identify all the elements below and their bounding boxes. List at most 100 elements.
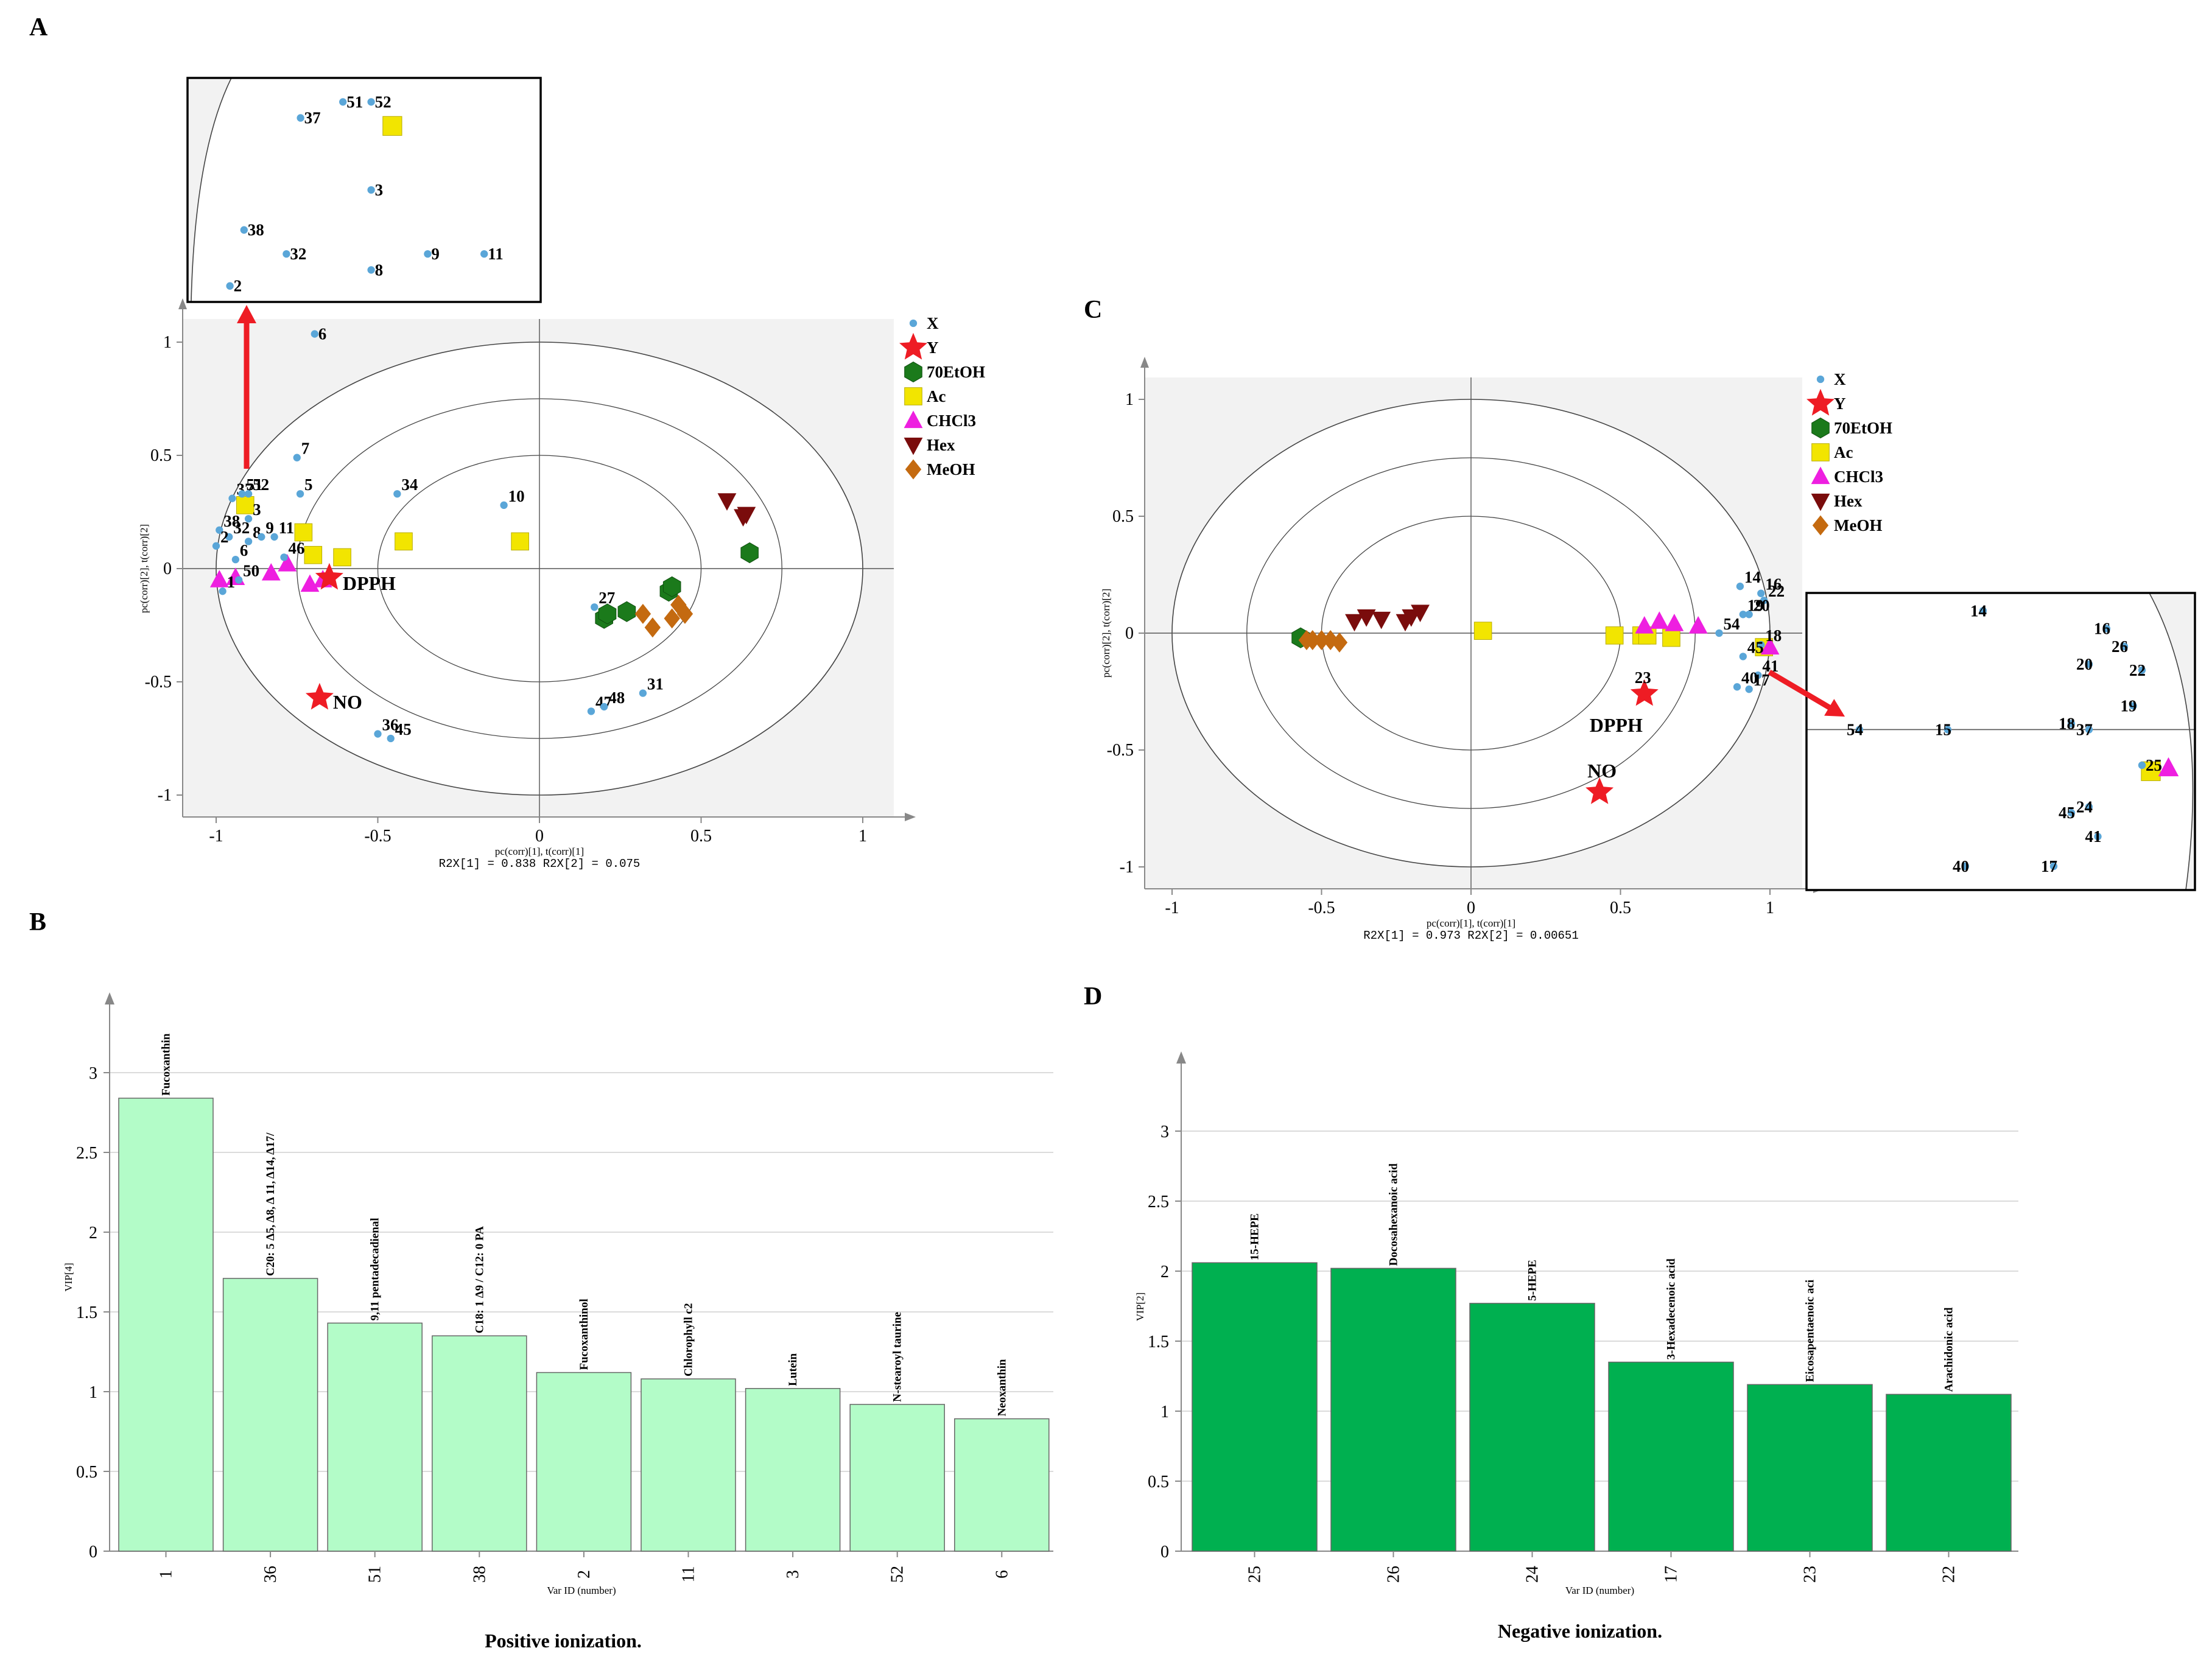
variable-point	[258, 533, 265, 541]
y-tick-label: 0.5	[1112, 507, 1134, 526]
x-tick-label: -1	[209, 827, 223, 846]
inset-variable-label: 19	[2121, 696, 2137, 715]
inset-variable-label: 11	[488, 245, 504, 263]
inset-variable-label: 52	[375, 93, 391, 111]
bar-annotation: 3-Hexadecenoic acid	[1665, 1258, 1678, 1360]
inset-variable-point	[2067, 720, 2076, 727]
inset-variable-label: 37	[2076, 720, 2093, 738]
x-tick-label: 1	[157, 1570, 176, 1579]
legend-marker-chcl3	[1811, 466, 1830, 485]
variable-label: 9	[265, 519, 274, 537]
inset-variable-label: 16	[2094, 620, 2110, 638]
group-chcl3-marker	[1665, 614, 1684, 631]
legend-label-70etoh: 70EtOH	[1834, 419, 1892, 437]
y-tick-label: 2	[1160, 1263, 1169, 1281]
x-tick-label: 3	[784, 1570, 802, 1579]
inset-ellipse-edge	[2149, 593, 2195, 890]
inset-variable-point	[2138, 761, 2146, 769]
legend-marker-y	[899, 332, 927, 360]
y-axis-title: pc(corr)[2], t(corr)[2]	[1100, 589, 1112, 678]
variable-label: 5	[304, 475, 313, 494]
variable-point	[244, 515, 253, 523]
variable-label: 16	[1765, 575, 1782, 594]
x-tick-label: 38	[470, 1566, 489, 1583]
group-meoh-marker	[1313, 630, 1330, 651]
variable-label: 18	[1765, 626, 1782, 645]
zoom-arrow-head	[237, 305, 256, 323]
group-ac-marker	[2141, 761, 2161, 781]
bar	[1192, 1262, 1318, 1552]
y-tick-label: 1.5	[76, 1303, 97, 1322]
inset-variable-label: 18	[2059, 715, 2075, 733]
legend-marker-hex	[1811, 493, 1830, 511]
group-hex-marker	[1345, 614, 1364, 632]
bar-annotation: 15-HEPE	[1249, 1213, 1262, 1260]
group-70etoh-marker	[598, 603, 617, 625]
x-tick-label: 1	[1766, 899, 1774, 917]
group-meoh-marker	[1322, 630, 1339, 651]
variable-point	[1745, 611, 1753, 619]
group-hex-marker	[737, 507, 756, 525]
bar	[432, 1335, 527, 1552]
y-tick-label: 2.5	[1148, 1193, 1169, 1211]
inset-variable-label: 15	[1935, 720, 1951, 738]
legend-label-y: Y	[927, 338, 939, 357]
inset-variable-label: 51	[346, 93, 363, 111]
inset-variable-point	[2120, 642, 2129, 650]
group-meoh-marker	[670, 595, 687, 615]
legend-marker-meoh	[905, 459, 922, 480]
bar-annotation: 9,11 pentadecadienal	[369, 1218, 382, 1320]
x-axis-title: Var ID (number)	[1565, 1585, 1634, 1596]
x-tick-label: 2	[575, 1570, 594, 1579]
bar-annotation: N-stearoyl taurine	[891, 1312, 904, 1402]
legend-label-x: X	[927, 314, 939, 332]
inset-variable-point	[2085, 726, 2093, 734]
y-axis-title: VIP[4]	[63, 1263, 74, 1291]
y-tick-label: 1	[89, 1383, 97, 1402]
inset-content	[188, 78, 541, 302]
legend-label-hex: Hex	[1834, 492, 1863, 510]
y-axis-title: pc(corr)[2], t(corr)[2]	[138, 524, 150, 613]
group-meoh-marker	[1304, 630, 1321, 651]
variable-label: 7	[301, 440, 310, 458]
variable-point	[216, 526, 223, 534]
inset-variable-point	[339, 98, 347, 106]
inset-variable-label: 26	[2112, 637, 2128, 656]
y-tick-label: 1.5	[1148, 1333, 1169, 1351]
variable-point	[225, 533, 233, 541]
variable-point	[238, 490, 246, 498]
zoom-arrow-head	[1824, 699, 1845, 717]
inset-variable-point	[2129, 702, 2137, 710]
group-chcl3-marker	[2158, 757, 2179, 777]
scatter-panel-c: -1 -0.5 0 0.5 1 1 0.5 0 -0.5 -1 pc(corr)[1], t(cor…	[1100, 357, 2196, 942]
response-number-label: 23	[1635, 668, 1651, 687]
inset-variable-label: 37	[304, 109, 321, 127]
variable-point	[1739, 611, 1747, 619]
y-tick-label: 1	[163, 333, 172, 352]
inset-variable-label: 17	[2041, 857, 2057, 875]
y-tick-label: -0.5	[1107, 741, 1134, 760]
x-tick-label: 26	[1385, 1566, 1403, 1583]
group-ac-marker	[1662, 628, 1680, 647]
bar	[745, 1388, 841, 1552]
x-tick-label: 11	[679, 1566, 698, 1583]
y-axis-arrow	[1176, 1051, 1186, 1064]
inset-variable-point	[2138, 666, 2146, 675]
group-chcl3-marker	[209, 570, 229, 587]
variable-point	[235, 576, 243, 584]
inset-variable-point	[2049, 862, 2058, 871]
inset-variable-point	[367, 186, 375, 194]
x-tick-label: 36	[261, 1566, 280, 1583]
variable-point	[1745, 685, 1753, 693]
variable-label: 40	[1741, 668, 1758, 687]
x-tick-label: -0.5	[364, 827, 391, 846]
inset-variable-label: 6	[318, 325, 327, 343]
group-meoh-marker	[634, 603, 651, 624]
legend-label-70etoh: 70EtOH	[927, 363, 985, 381]
variable-point	[1733, 683, 1741, 691]
group-ac-marker	[294, 523, 313, 542]
x-axis-title: pc(corr)[1], t(corr)[1]	[1427, 917, 1515, 929]
legend-marker-x	[1816, 375, 1825, 384]
legend-label-y: Y	[1834, 394, 1846, 413]
